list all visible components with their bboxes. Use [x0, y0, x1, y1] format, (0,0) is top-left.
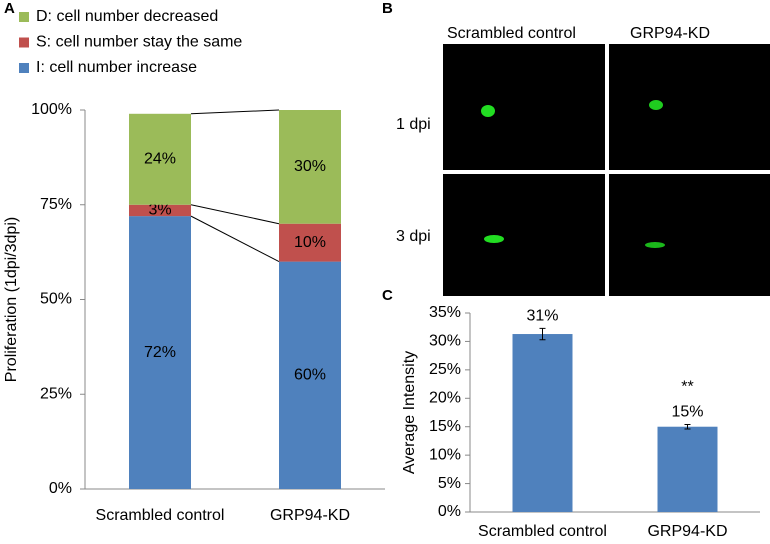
legend-label: S: cell number stay the same [36, 34, 242, 51]
bar-segment [129, 216, 191, 489]
y-tick-label: 15% [429, 418, 461, 435]
legend-swatch [19, 63, 29, 73]
y-tick-label: 20% [429, 390, 461, 407]
bar-segment [129, 113, 191, 205]
value-label: 60% [294, 367, 326, 384]
y-tick-label: 25% [40, 385, 72, 402]
value-label: 24% [144, 150, 176, 167]
y-tick-label: 75% [40, 196, 72, 213]
row-label: 1 dpi [396, 116, 431, 133]
x-tick-label: GRP94-KD [270, 507, 350, 524]
bar-segment [129, 204, 191, 217]
legend-label: I: cell number increase [36, 59, 197, 76]
image [609, 174, 770, 296]
x-tick-label: Scrambled control [478, 523, 607, 540]
value-label: 15% [671, 404, 703, 421]
y-tick-label: 10% [429, 446, 461, 463]
connector-line [190, 109, 280, 115]
legend-swatch [19, 37, 29, 48]
bar-segment [279, 223, 341, 262]
error-bar [684, 423, 691, 430]
panel-label: B [382, 0, 393, 17]
connector-line [190, 215, 280, 263]
cell [481, 105, 495, 117]
cell [649, 100, 663, 110]
cell [645, 242, 665, 248]
y-axis-label: Proliferation (1dpi/3dpi) [3, 217, 20, 382]
legend-swatch [19, 12, 29, 22]
y-axis-label: Average Intensity [401, 351, 418, 474]
bar [657, 426, 718, 512]
y-tick-label: 25% [429, 361, 461, 378]
panel-label: A [4, 0, 15, 17]
x-tick-label: GRP94-KD [647, 523, 727, 540]
y-tick-label: 5% [438, 475, 461, 492]
image [443, 174, 605, 296]
connector-line [190, 204, 280, 225]
value-label: 72% [144, 344, 176, 361]
bar-segment [279, 261, 341, 489]
bar-segment [279, 110, 341, 224]
micrographs: Scrambled control GRP94-KD 1 dpi 3 dpi [396, 25, 770, 296]
y-tick-label: 0% [438, 503, 461, 520]
image [609, 44, 770, 170]
y-tick-label: 35% [429, 304, 461, 321]
panel-label: C [382, 287, 393, 304]
value-label: 10% [294, 234, 326, 251]
value-label: 30% [294, 158, 326, 175]
column-label: Scrambled control [447, 25, 576, 42]
row-label: 3 dpi [396, 228, 431, 245]
y-tick-label: 0% [49, 480, 72, 497]
error-bar [539, 327, 546, 341]
x-tick-label: Scrambled control [96, 507, 225, 524]
annotation: ** [681, 379, 693, 396]
y-tick-label: 100% [31, 101, 72, 118]
legend-label: D: cell number decreased [36, 8, 218, 25]
y-tick-label: 30% [429, 333, 461, 350]
value-label: 3% [148, 202, 171, 219]
y-tick-label: 50% [40, 291, 72, 308]
cell [484, 235, 504, 243]
image [443, 44, 605, 170]
value-label: 31% [526, 308, 558, 325]
bar [512, 334, 573, 512]
column-label: GRP94-KD [630, 25, 710, 42]
